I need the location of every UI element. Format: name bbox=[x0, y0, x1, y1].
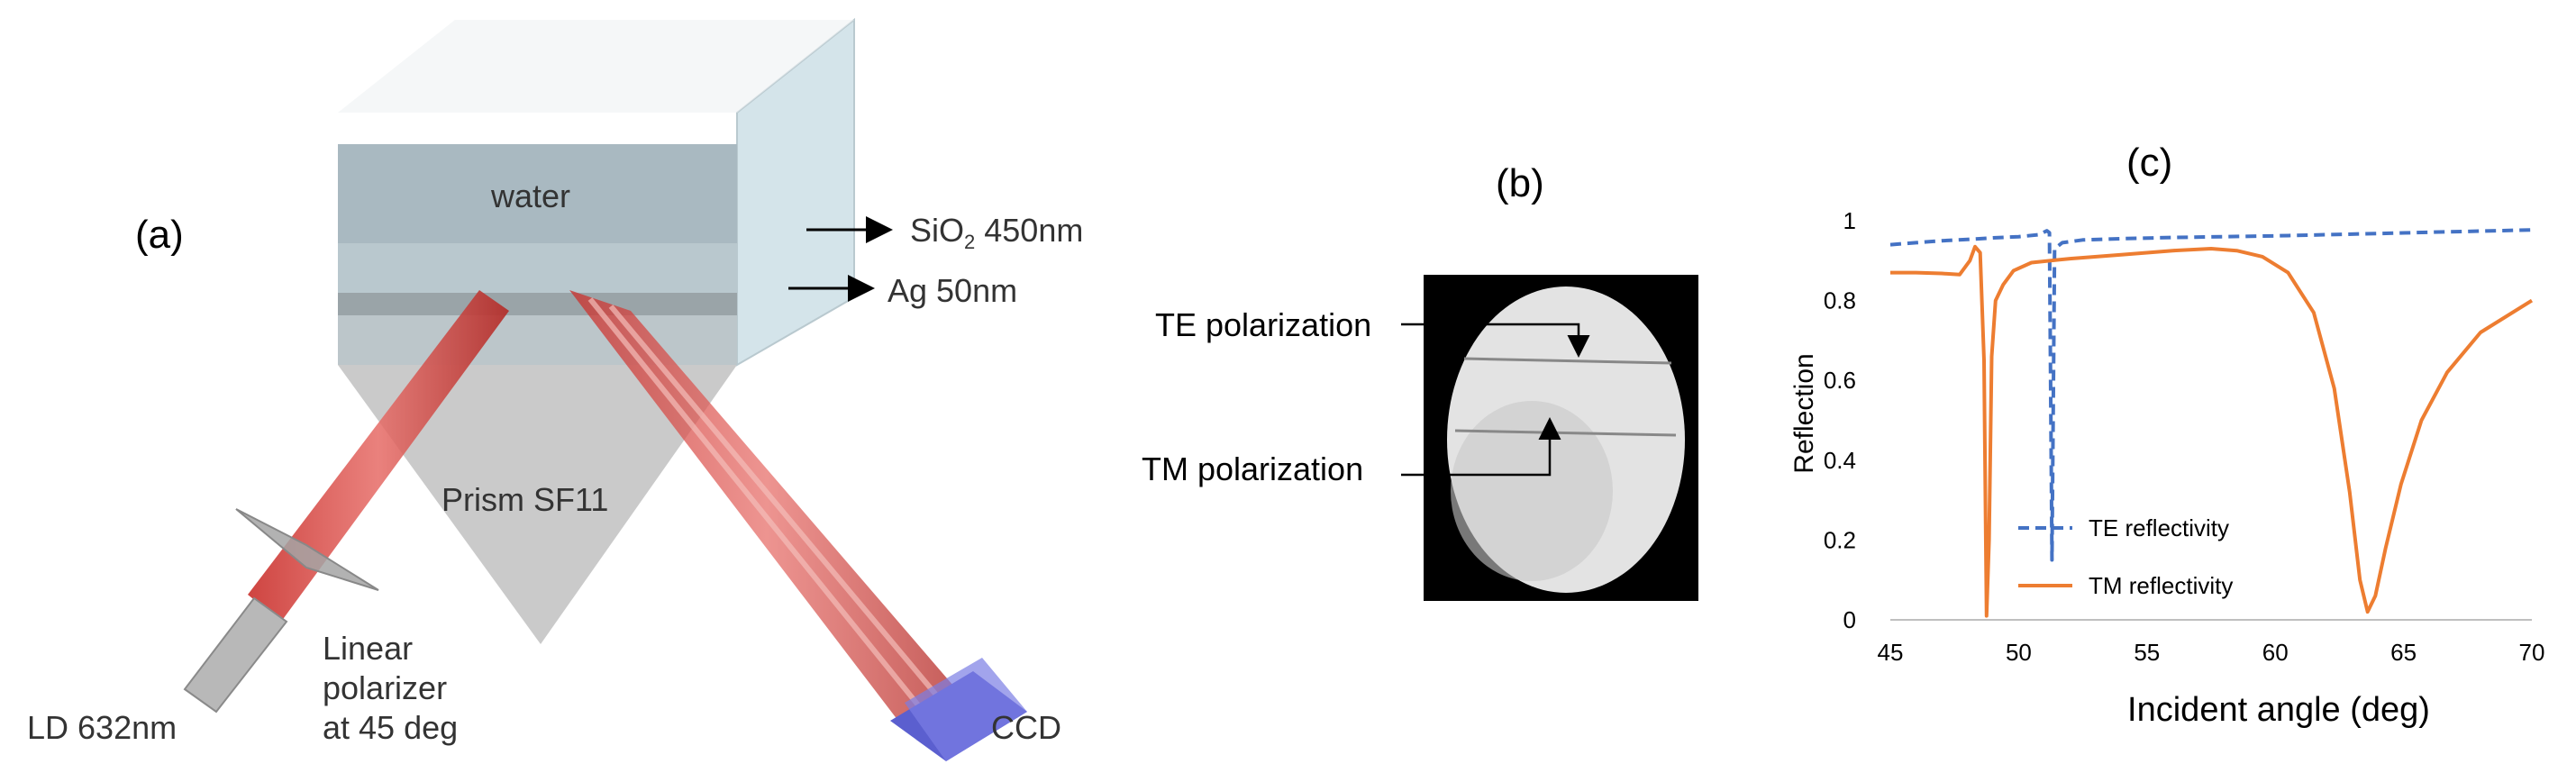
prism-top-layer bbox=[338, 315, 737, 365]
series-line-tm-reflectivity bbox=[1890, 244, 2534, 618]
x-tick-label: 45 bbox=[1878, 639, 1904, 666]
sio2-label: SiO2 450nm bbox=[910, 212, 1083, 253]
beam-spot-shade bbox=[1451, 401, 1613, 581]
x-tick-label: 65 bbox=[2390, 639, 2417, 666]
te-dip-line bbox=[1463, 357, 1672, 365]
y-tick-label: 0 bbox=[1843, 606, 1856, 633]
reflected-beam-stripe bbox=[587, 297, 926, 714]
y-axis-title: Reflection bbox=[1789, 353, 1819, 473]
series-line-te-reflectivity bbox=[1889, 228, 2533, 562]
laser-diode bbox=[183, 596, 288, 714]
tm-polarization-label: TM polarization bbox=[1142, 450, 1363, 487]
legend-entry: TE reflectivity bbox=[2089, 514, 2229, 541]
panel-b: (b) TE polarization TM polarization bbox=[1142, 161, 1698, 601]
sio2-layer bbox=[338, 243, 737, 293]
tm-dip-line bbox=[1454, 429, 1677, 437]
panel-c: (c) Reflection Incident angle (deg) 45 50… bbox=[1789, 141, 2544, 729]
y-tick-label: 0.2 bbox=[1824, 526, 1856, 553]
y-tick-label: 0.8 bbox=[1824, 287, 1856, 314]
panel-a: (a) water SiO2 450nm Ag 50nm Pr bbox=[27, 17, 1083, 761]
y-tick-label: 0.4 bbox=[1824, 447, 1856, 474]
x-tick-label: 60 bbox=[2262, 639, 2289, 666]
te-polarization-label: TE polarization bbox=[1155, 306, 1371, 343]
ccd-label: CCD bbox=[991, 709, 1061, 746]
panel-b-label: (b) bbox=[1496, 161, 1544, 205]
incident-beam bbox=[248, 290, 509, 622]
linear-polarizer bbox=[235, 508, 379, 591]
water-label: water bbox=[490, 177, 570, 214]
block-top-face bbox=[338, 20, 854, 113]
x-tick-label: 55 bbox=[2134, 639, 2160, 666]
reflected-beam-stripe bbox=[608, 305, 947, 706]
y-tick-label: 0.6 bbox=[1824, 367, 1856, 394]
legend-entry: TM reflectivity bbox=[2089, 572, 2233, 599]
ccd-detector bbox=[890, 658, 1027, 761]
prism-label: Prism SF11 bbox=[441, 481, 608, 518]
panel-a-label: (a) bbox=[135, 213, 184, 257]
ag-label: Ag 50nm bbox=[887, 272, 1017, 309]
x-tick-label: 50 bbox=[2006, 639, 2032, 666]
panel-c-label: (c) bbox=[2126, 141, 2172, 185]
polarizer-label-line1: Linear bbox=[323, 630, 413, 667]
laser-label: LD 632nm bbox=[27, 709, 177, 746]
y-tick-label: 1 bbox=[1843, 207, 1856, 234]
ag-layer bbox=[338, 293, 737, 315]
polarizer-label-line2: polarizer bbox=[323, 669, 447, 706]
x-tick-label: 70 bbox=[2519, 639, 2545, 666]
polarizer-label-line3: at 45 deg bbox=[323, 709, 458, 746]
prism bbox=[338, 365, 737, 644]
x-axis-title: Incident angle (deg) bbox=[2127, 691, 2430, 729]
water-layer bbox=[338, 144, 737, 243]
reflectivity-chart: 45 50 55 60 65 70 0 0.2 0.4 0.6 0.8 1 TE reflectivit… bbox=[1824, 207, 2545, 666]
tm-pointer bbox=[1401, 417, 1561, 477]
te-pointer bbox=[1401, 323, 1590, 358]
